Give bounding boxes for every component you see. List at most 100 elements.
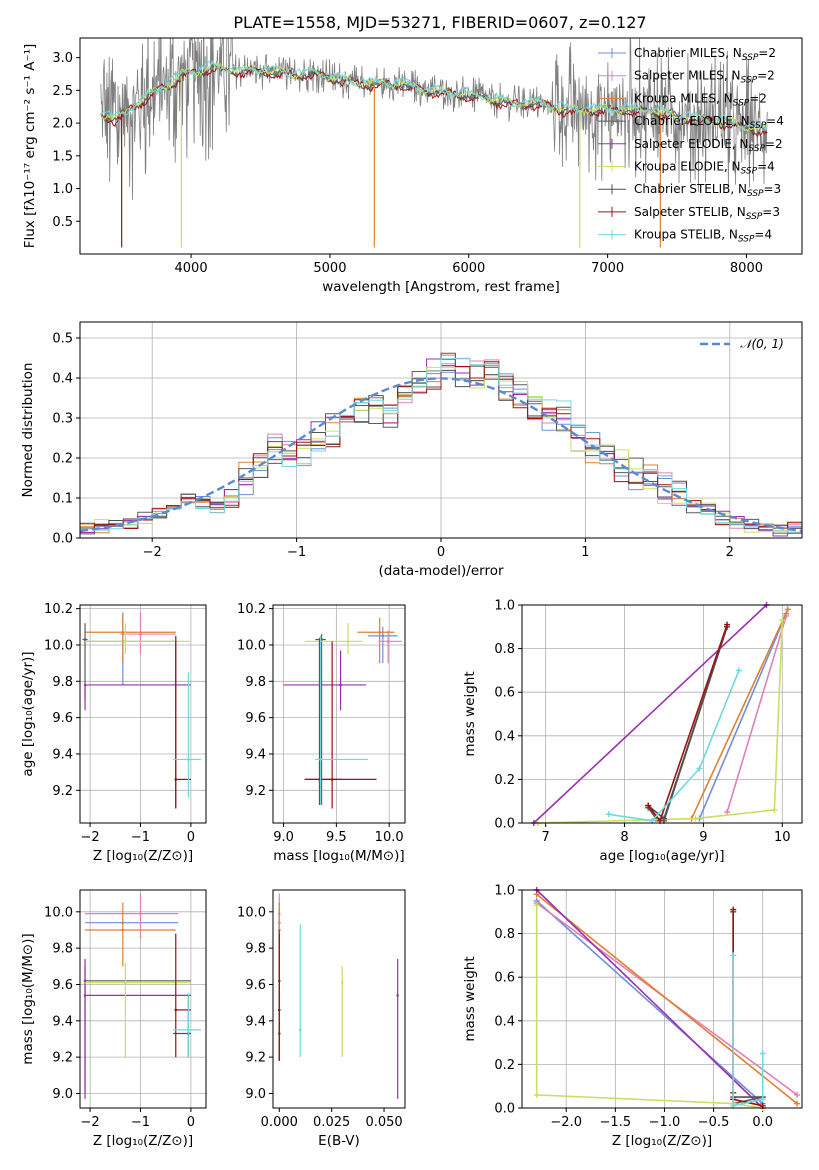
weight-marker xyxy=(730,906,737,913)
weight-marker xyxy=(794,1091,801,1098)
x-tick-label: 0 xyxy=(187,830,195,845)
data-point xyxy=(187,758,190,761)
y-tick-label: 9.4 xyxy=(52,1014,73,1029)
y-tick-label: 9.0 xyxy=(52,1087,73,1102)
y-tick-label: 9.4 xyxy=(52,747,73,762)
y-tick-label: 0.0 xyxy=(494,817,515,832)
spectrum-plot-area xyxy=(100,38,768,248)
x-tick-label: 5000 xyxy=(313,261,346,276)
weight-series-line xyxy=(732,911,763,1098)
legend-value: =3 xyxy=(764,182,782,196)
legend-value: =4 xyxy=(757,160,775,174)
legend-value: =2 xyxy=(758,46,776,60)
data-point xyxy=(298,1028,302,1032)
weight-series-line xyxy=(536,900,764,1105)
weight-marker xyxy=(660,815,667,822)
y-axis-label: mass weight xyxy=(462,956,478,1041)
weight-series-line xyxy=(536,893,798,1105)
x-tick-label: 7000 xyxy=(591,261,624,276)
weight-series-line xyxy=(732,955,764,1107)
x-tick-label: 0 xyxy=(437,545,445,560)
weight-marker xyxy=(771,806,778,813)
y-tick-label: 3.0 xyxy=(52,51,73,66)
legend-text: Kroupa ELODIE, N xyxy=(634,160,741,174)
y-tick-label: 9.6 xyxy=(245,978,266,993)
legend-value: =2 xyxy=(749,91,767,105)
model-spectrum-line xyxy=(100,60,768,131)
axes-frame xyxy=(79,37,803,255)
x-axis-label: E(B-V) xyxy=(318,1133,360,1149)
x-tick-label: 0.000 xyxy=(261,1115,298,1130)
weight-marker xyxy=(696,765,703,772)
weight-series-line xyxy=(536,889,764,1109)
legend-entry: Kroupa STELIB, NSSP=4 xyxy=(634,228,772,245)
y-tick-label: 9.6 xyxy=(52,711,73,726)
x-axis-label: Z [log₁₀(Z/Z⊙)] xyxy=(93,848,193,864)
data-point xyxy=(340,981,344,984)
data-point xyxy=(396,994,399,997)
normal-distribution-curve xyxy=(79,377,803,533)
data-point xyxy=(330,778,334,781)
legend-value: =4 xyxy=(766,114,784,128)
data-point xyxy=(139,632,142,636)
x-tick-label: −2 xyxy=(80,830,99,845)
weight-marker xyxy=(735,667,742,674)
weight-series-line xyxy=(690,609,789,819)
y-tick-label: 0.0 xyxy=(52,532,73,547)
x-tick-label: 0.050 xyxy=(365,1115,402,1130)
legend-entry: Chabrier STELIB, NSSP=3 xyxy=(634,182,781,199)
y-tick-label: 10.2 xyxy=(44,602,73,617)
data-point xyxy=(381,634,385,638)
data-point xyxy=(121,928,125,932)
model-spectrum-line xyxy=(100,65,768,138)
y-tick-label: 1.0 xyxy=(494,884,515,899)
legend-value: =2 xyxy=(757,69,775,83)
x-axis-label: age [log₁₀(age/yr)] xyxy=(599,848,724,864)
x-tick-label: 9.0 xyxy=(273,830,294,845)
weight-marker xyxy=(724,621,731,628)
legend-text: Kroupa STELIB, N xyxy=(634,228,738,242)
y-tick-label: 9.2 xyxy=(245,784,266,799)
x-tick-label: 6000 xyxy=(452,261,485,276)
weight-marker xyxy=(794,1100,801,1107)
axes-frame xyxy=(272,604,406,824)
y-tick-label: 9.8 xyxy=(52,675,73,690)
weight-marker xyxy=(692,815,699,822)
y-tick-label: 9.8 xyxy=(245,942,266,957)
y-tick-label: 0.2 xyxy=(494,1058,515,1073)
legend-subscript: SSP xyxy=(746,212,763,222)
y-tick-label: 10.0 xyxy=(44,638,73,653)
axes-frame xyxy=(79,604,207,824)
data-point xyxy=(174,1008,178,1012)
legend-entry: Salpeter ELODIE, NSSP=2 xyxy=(634,137,783,154)
x-axis-label: (data-model)/error xyxy=(378,563,504,579)
weight-marker xyxy=(533,1091,540,1098)
legend-text: Salpeter MILES, N xyxy=(634,69,741,83)
x-tick-label: −2 xyxy=(143,545,162,560)
y-tick-label: 9.2 xyxy=(245,1051,266,1066)
axes-frame xyxy=(79,321,803,539)
legend-entry: 𝒩(0, 1) xyxy=(740,337,784,351)
mass-vs-Z-axes: −2 −1 0 9.0 9.2 9.4 9.6 9.8 10.0 Z [log₁₀(Z/Z⊙)] m… xyxy=(20,889,207,1149)
weight-vs-Z-axes: −2.0 −1.5 −1.0 −0.5 0.0 0.0 0.2 0.4 0.6 0.8 1.0 Z [… xyxy=(462,884,803,1149)
y-tick-label: 10.2 xyxy=(237,602,266,617)
weight-series-line xyxy=(537,620,784,824)
axes-frame xyxy=(521,889,803,1109)
x-tick-label: 1 xyxy=(581,545,589,560)
y-tick-label: 1.0 xyxy=(52,182,73,197)
x-axis-label: Z [log₁₀(Z/Z⊙)] xyxy=(93,1133,193,1149)
y-tick-label: 0.5 xyxy=(52,332,73,347)
x-tick-label: −0.5 xyxy=(698,1115,730,1130)
x-tick-label: 8000 xyxy=(730,261,763,276)
axes-frame xyxy=(272,889,406,1109)
weight-series-line xyxy=(647,626,728,822)
weight-marker xyxy=(759,1050,766,1057)
y-axis-label: mass weight xyxy=(462,671,478,756)
x-tick-label: 10 xyxy=(774,830,791,845)
x-axis-label: mass [log₁₀(M/M⊙)] xyxy=(273,848,404,864)
legend-subscript: SSP xyxy=(738,235,755,245)
y-tick-label: 10.0 xyxy=(237,638,266,653)
x-tick-label: −1 xyxy=(287,545,306,560)
residuals-axes: −2 −1 0 1 2 0.0 0.1 0.2 0.3 0.4 0.5 (data-model)/er… xyxy=(20,321,803,579)
